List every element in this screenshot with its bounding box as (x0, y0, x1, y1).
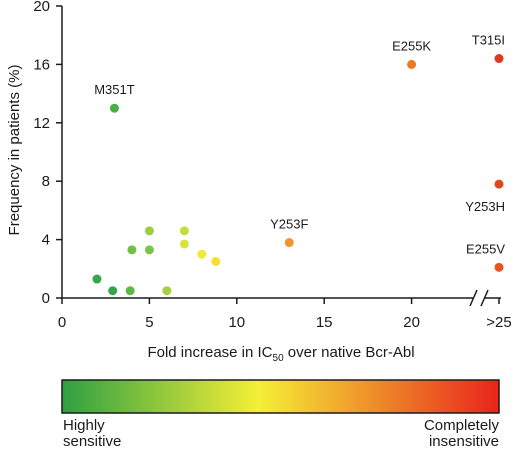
data-point (494, 179, 504, 189)
data-point (179, 239, 189, 249)
data-point (92, 274, 102, 284)
point-labels: M351T Y253F E255K T315I Y253H E255V (94, 33, 505, 257)
axis-break-mark (480, 289, 489, 307)
y-tick-label: 20 (33, 0, 50, 15)
y-tick-label: 16 (33, 56, 50, 73)
y-tick-label: 0 (42, 290, 50, 307)
data-point (108, 286, 118, 296)
data-point (162, 286, 172, 296)
point-label: M351T (94, 82, 135, 97)
color-scale-left-label-line2: sensitive (63, 433, 121, 450)
data-point (284, 238, 294, 248)
point-label: E255K (392, 38, 431, 53)
y-tick-label: 4 (42, 232, 50, 249)
data-point (127, 245, 137, 255)
x-axis-title-subscript: 50 (273, 353, 285, 364)
axis-break-mark (469, 289, 478, 307)
color-scale-right-label-line1: Completely (424, 417, 500, 434)
data-point (197, 249, 207, 259)
y-axis-title: Frequency in patients (%) (6, 65, 23, 236)
point-label: Y253F (270, 217, 308, 232)
x-tick-label: 5 (145, 314, 153, 331)
axes (61, 6, 501, 307)
point-label: Y253H (465, 199, 505, 214)
x-tick-label: 10 (228, 314, 245, 331)
x-axis-title-tail: over native Bcr-Abl (284, 344, 415, 361)
data-point (125, 286, 135, 296)
x-tick-label: >25 (486, 314, 511, 331)
y-tick-label: 12 (33, 115, 50, 132)
x-tick-label: 20 (403, 314, 420, 331)
point-label: E255V (466, 241, 505, 256)
x-tick-label: 15 (316, 314, 333, 331)
data-point (211, 257, 221, 266)
data-point (494, 262, 504, 272)
y-tick-label: 8 (42, 173, 50, 190)
data-point (144, 245, 154, 255)
point-label: T315I (472, 33, 505, 48)
data-point (179, 226, 189, 236)
data-point (109, 103, 119, 113)
data-point (144, 226, 154, 236)
color-scale-right-label-line2: insensitive (429, 433, 499, 450)
x-ticks: 0 5 10 15 20 >25 (58, 298, 512, 331)
data-point (494, 54, 504, 64)
x-axis-title-main: Fold increase in IC (147, 344, 272, 361)
data-points (92, 54, 504, 296)
x-axis-title: Fold increase in IC50 over native Bcr-Ab… (147, 344, 414, 364)
color-scale-bar (61, 379, 500, 414)
data-point (407, 59, 417, 69)
color-scale-left-label-line1: Highly (63, 417, 105, 434)
x-tick-label: 0 (58, 314, 66, 331)
y-ticks: 0 4 8 12 16 20 (33, 0, 62, 307)
